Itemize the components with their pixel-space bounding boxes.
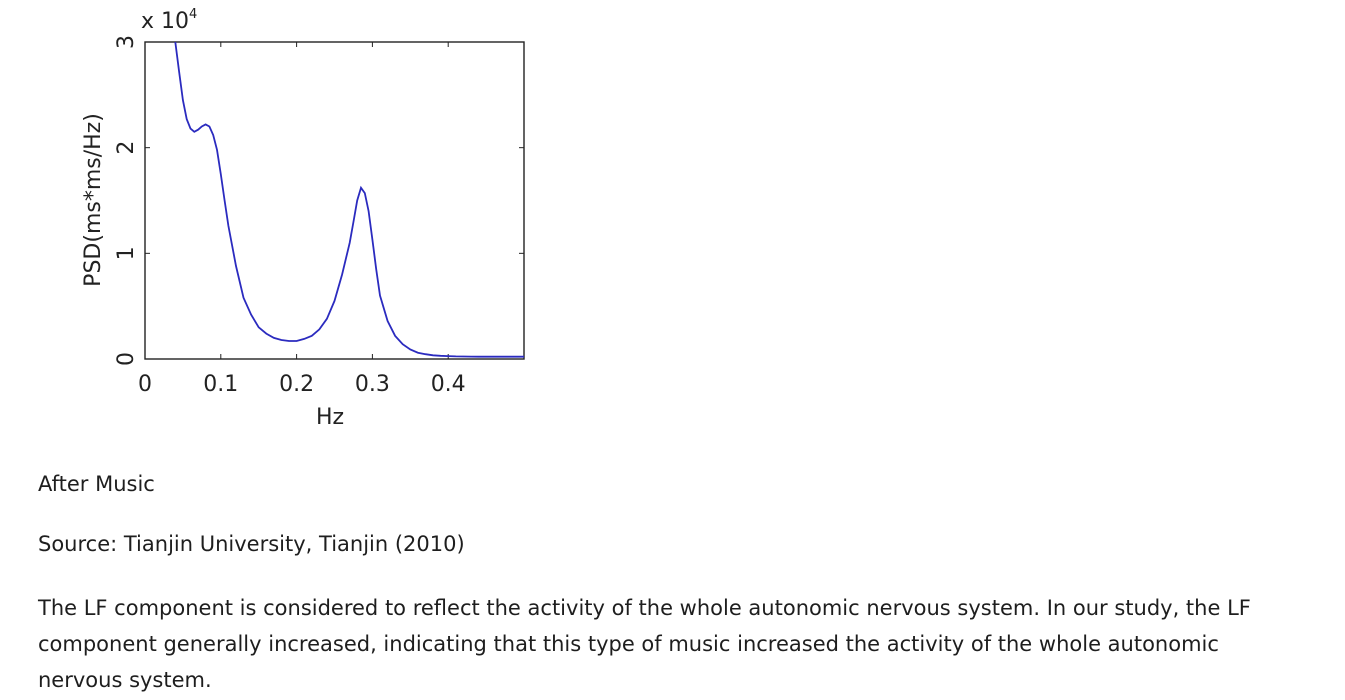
y-axis-ticks: 0 1 2 3 — [114, 35, 524, 366]
y-tick-label: 3 — [114, 35, 139, 49]
y-multiplier-label: x 104 — [141, 7, 197, 34]
x-axis-label: Hz — [316, 405, 344, 430]
x-tick-label: 0.3 — [355, 372, 390, 397]
x-tick-label: 0.4 — [431, 372, 466, 397]
x-tick-label: 0 — [138, 372, 152, 397]
x-tick-label: 0.1 — [203, 372, 238, 397]
y-tick-label: 2 — [114, 141, 139, 155]
psd-chart: 0 0.1 0.2 0.3 0.4 0 1 2 3 x 104 Hz PSD(ms*ms/Hz… — [81, 7, 525, 430]
y-tick-label: 1 — [114, 246, 139, 260]
x-tick-label: 0.2 — [279, 372, 314, 397]
caption-description: The LF component is considered to reflec… — [38, 596, 1251, 692]
x-axis-ticks: 0 0.1 0.2 0.3 0.4 — [138, 42, 466, 397]
plot-frame — [144, 41, 525, 360]
caption-after-music: After Music — [38, 472, 155, 496]
caption-source: Source: Tianjin University, Tianjin (201… — [38, 532, 465, 556]
psd-series-line — [174, 41, 524, 358]
y-axis-label: PSD(ms*ms/Hz) — [81, 113, 106, 287]
y-tick-label: 0 — [114, 352, 139, 366]
